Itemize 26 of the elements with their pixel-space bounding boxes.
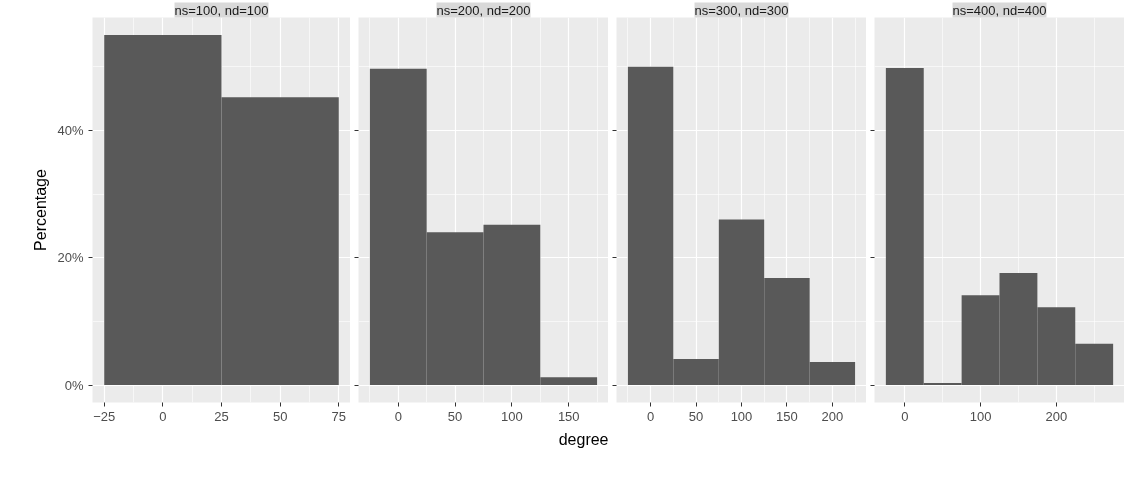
x-tick-label: 200 — [1045, 408, 1068, 424]
x-tick-label: 0 — [901, 408, 909, 424]
x-axis-title: degree — [558, 430, 609, 448]
x-tick-label: 50 — [447, 408, 463, 424]
x-tick-label: 200 — [821, 408, 844, 424]
x-tick-label: 150 — [557, 408, 580, 424]
x-tick-label: 0 — [394, 408, 402, 424]
x-tick-label: 100 — [969, 408, 992, 424]
y-tick-label: 0% — [64, 377, 84, 393]
x-tick-label: 0 — [159, 408, 167, 424]
y-axis-title: Percentage — [32, 168, 50, 251]
chart-title: ns=400, nd=400 — [952, 2, 1047, 18]
y-tick-label: 20% — [57, 250, 84, 266]
chart-title: ns=100, nd=100 — [174, 2, 269, 18]
x-tick-label: −25 — [93, 408, 116, 424]
y-tick-label: 40% — [57, 122, 84, 138]
x-tick-label: 50 — [688, 408, 704, 424]
chart-title: ns=200, nd=200 — [436, 2, 531, 18]
x-tick-label: 75 — [331, 408, 347, 424]
chart-title: ns=300, nd=300 — [694, 2, 789, 18]
x-tick-label: 150 — [776, 408, 798, 424]
x-tick-label: 100 — [730, 408, 753, 424]
x-tick-label: 50 — [272, 408, 288, 424]
x-tick-label: 25 — [214, 408, 229, 424]
x-tick-label: 100 — [501, 408, 523, 424]
x-tick-label: 0 — [646, 408, 655, 424]
